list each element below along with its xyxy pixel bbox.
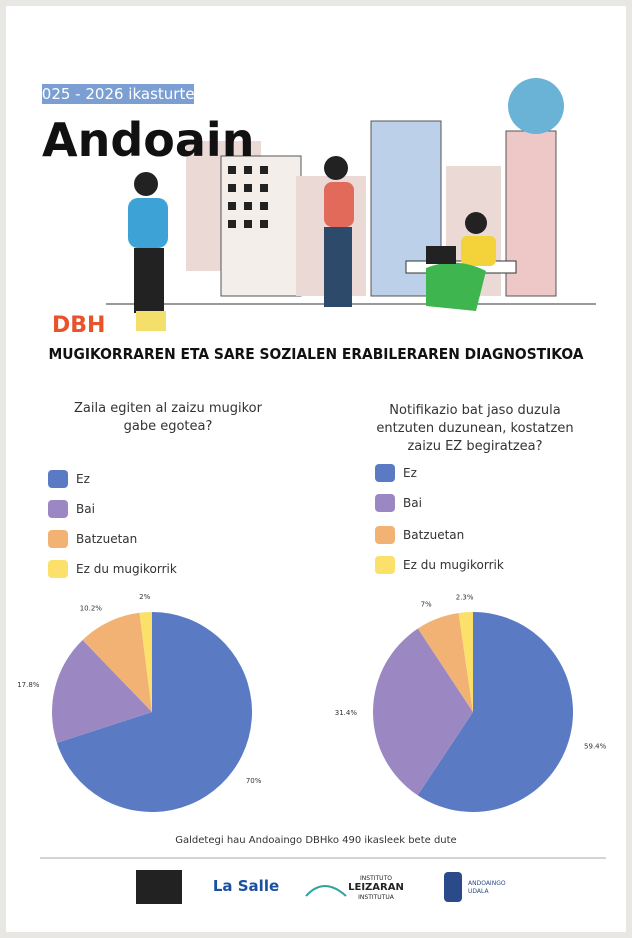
person — [134, 248, 164, 313]
logo — [306, 886, 346, 896]
legend-swatch — [48, 470, 68, 488]
doc-title: MUGIKORRAREN ETA SARE SOZIALEN ERABILERA… — [49, 345, 584, 363]
legend-swatch — [375, 556, 395, 574]
legend-item: Batzuetan — [375, 526, 464, 544]
legend-swatch — [375, 464, 395, 482]
person — [426, 263, 486, 311]
legend-item: Bai — [375, 494, 422, 512]
person — [136, 311, 166, 331]
person — [324, 156, 348, 180]
logo-text: La Salle — [213, 877, 279, 895]
year: 2025 - 2026 ikasturtea — [32, 85, 204, 103]
logo-text: INSTITUTUA — [358, 894, 395, 901]
legend-item: Bai — [48, 500, 95, 518]
legend-label: Batzuetan — [403, 528, 464, 542]
value-label: 2% — [139, 593, 150, 601]
globe — [508, 78, 564, 134]
value-label: 17.8% — [17, 681, 40, 689]
logo-text: INSTITUTO — [360, 875, 392, 882]
legend-item: Ez du mugikorrik — [375, 556, 504, 574]
legend-label: Batzuetan — [76, 532, 137, 546]
legend-label: Ez du mugikorrik — [76, 562, 177, 576]
value-label: 59.4% — [584, 743, 607, 751]
chart-title: Notifikazio bat jaso duzula entzuten duz… — [370, 402, 580, 456]
legend-label: Bai — [76, 502, 95, 516]
person — [465, 212, 487, 234]
illustration: 2025 - 2026 ikasturtea Andoain DBH MUGIK… — [6, 6, 626, 932]
person — [324, 182, 354, 227]
logo — [444, 872, 462, 902]
town: Andoain — [42, 113, 254, 167]
legend-item: Batzuetan — [48, 530, 137, 548]
value-label: 70% — [246, 777, 262, 785]
legend-label: Ez — [76, 472, 90, 486]
legend-swatch — [48, 500, 68, 518]
legend-label: Ez du mugikorrik — [403, 558, 504, 572]
legend-item: Ez — [48, 470, 90, 488]
level: DBH — [52, 313, 105, 338]
laptop — [426, 246, 456, 264]
person — [128, 198, 168, 248]
value-label: 7% — [421, 601, 432, 609]
legend-swatch — [48, 560, 68, 578]
legend-item: Ez — [375, 464, 417, 482]
legend-label: Ez — [403, 466, 417, 480]
legend-label: Bai — [403, 496, 422, 510]
person — [461, 236, 496, 266]
value-label: 31.4% — [335, 709, 358, 717]
logo — [136, 870, 182, 904]
person — [134, 172, 158, 196]
footnote: Galdetegi hau Andoaingo DBHko 490 ikasle… — [6, 835, 626, 846]
page-body: {"header": {"year": "2025 - 2026 ikastur… — [0, 0, 632, 938]
value-label: 2.3% — [456, 593, 474, 601]
person — [324, 227, 352, 307]
logo-text: UDALA — [468, 888, 489, 895]
legend-item: Ez du mugikorrik — [48, 560, 177, 578]
legend-swatch — [375, 526, 395, 544]
logo-text: LEIZARAN — [348, 882, 404, 893]
legend-swatch — [48, 530, 68, 548]
chart-title: Zaila egiten al zaizu mugikor gabe egote… — [68, 400, 268, 436]
value-label: 10.2% — [80, 604, 103, 612]
logo-text: ANDOAINGO — [468, 880, 506, 887]
legend-swatch — [375, 494, 395, 512]
poster: 2025 - 2026 ikasturtea Andoain DBH MUGIK… — [6, 6, 626, 932]
